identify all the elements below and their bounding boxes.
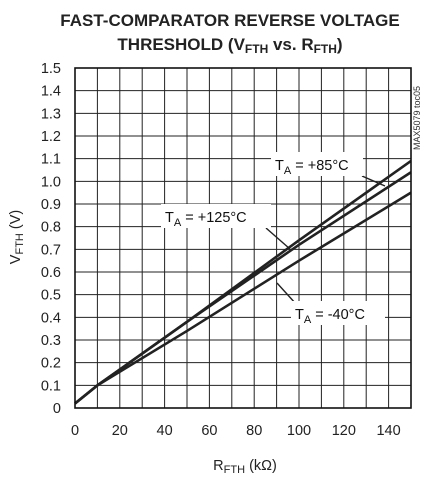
y-tick-label: 0.4 bbox=[41, 310, 61, 326]
annotation-ta-85-c: TA = +85°C bbox=[271, 152, 386, 187]
annotation-label: TA = -40°C bbox=[295, 307, 365, 326]
y-tick-label: 1.2 bbox=[41, 129, 61, 145]
annotation-leader-line bbox=[361, 175, 386, 187]
plot-frame bbox=[74, 67, 412, 409]
annotation-label: TA = +125°C bbox=[165, 210, 247, 229]
x-tick-labels: 0 20 40 60 80 100 120 140 bbox=[71, 423, 401, 439]
y-tick-labels: 0 0.1 0.2 0.3 0.4 0.5 0.6 0.7 0.8 0.9 1.0 1.1 1.2 1.3… bbox=[41, 61, 61, 417]
series-line-ta-40-c bbox=[74, 191, 412, 405]
annotation-ta-125-c: TA = +125°C bbox=[161, 204, 291, 250]
y-tick-label: 0.9 bbox=[41, 197, 61, 213]
y-tick-label: 0.5 bbox=[41, 288, 61, 304]
annotation-background bbox=[161, 204, 271, 228]
annotation-background bbox=[291, 301, 385, 325]
x-tick-label: 20 bbox=[112, 423, 128, 439]
y-tick-label: 0.7 bbox=[41, 242, 61, 258]
y-tick-label: 0.1 bbox=[41, 378, 61, 394]
y-tick-label: 0 bbox=[53, 401, 61, 417]
annotations: TA = +85°C TA = +125°C TA = -40°C bbox=[161, 152, 386, 326]
x-tick-label: 80 bbox=[246, 423, 262, 439]
y-tick-label: 0.8 bbox=[41, 220, 61, 236]
annotation-background bbox=[271, 152, 363, 176]
x-tick-label: 120 bbox=[332, 423, 356, 439]
y-tick-label: 1.5 bbox=[41, 61, 61, 77]
y-tick-label: 0.3 bbox=[41, 333, 61, 349]
y-tick-label: 1.0 bbox=[41, 174, 61, 190]
chart-title-line-2: THRESHOLD (VFTH vs. RFTH) bbox=[117, 35, 342, 56]
annotation-leader-line bbox=[276, 282, 297, 305]
annotation-label: TA = +85°C bbox=[275, 158, 349, 177]
y-tick-label: 0.6 bbox=[41, 265, 61, 281]
grid bbox=[74, 67, 412, 409]
annotation-leader-line bbox=[265, 227, 291, 250]
data-series bbox=[74, 159, 412, 405]
x-tick-label: 100 bbox=[287, 423, 311, 439]
x-axis-label: RFTH (kΩ) bbox=[213, 458, 277, 476]
y-axis-label: VFTH (V) bbox=[8, 210, 26, 264]
y-tick-label: 1.3 bbox=[41, 106, 61, 122]
y-tick-label: 1.4 bbox=[41, 84, 61, 100]
chart-title-line-1: FAST-COMPARATOR REVERSE VOLTAGE bbox=[60, 11, 399, 30]
x-tick-label: 60 bbox=[201, 423, 217, 439]
x-tick-label: 0 bbox=[71, 423, 79, 439]
annotation-ta-40-c: TA = -40°C bbox=[276, 282, 385, 326]
x-tick-label: 140 bbox=[376, 423, 400, 439]
y-tick-label: 0.2 bbox=[41, 356, 61, 372]
x-tick-label: 40 bbox=[157, 423, 173, 439]
figure-code: MAX5079 toc05 bbox=[412, 86, 422, 150]
y-tick-label: 1.1 bbox=[41, 152, 61, 168]
